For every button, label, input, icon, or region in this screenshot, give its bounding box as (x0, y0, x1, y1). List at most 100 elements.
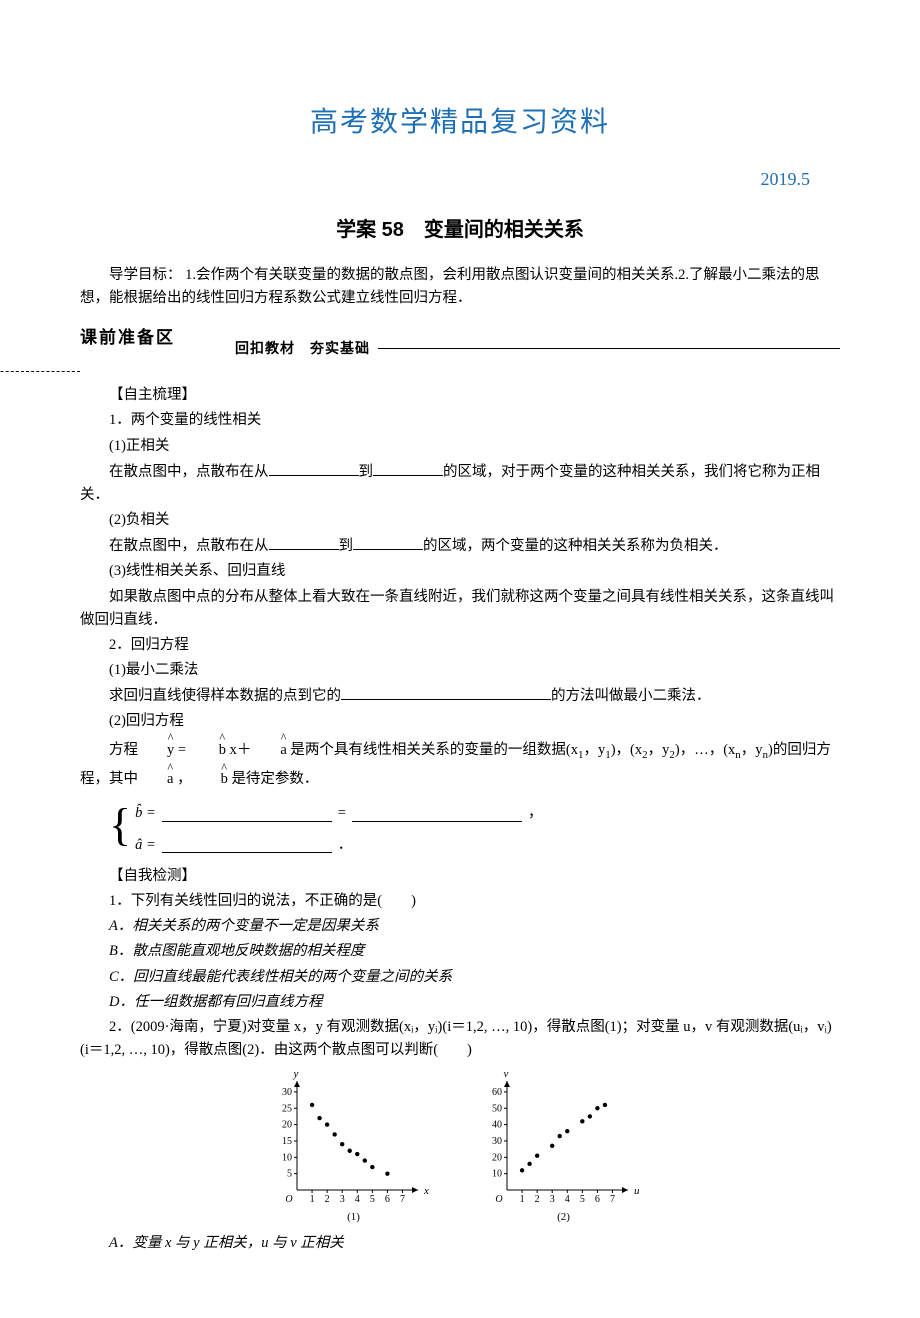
q2-2-text: 方程y = b x＋a 是两个具有线性相关关系的变量的一组数据(x1，y1)，(… (80, 736, 840, 795)
svg-text:7: 7 (610, 1194, 615, 1205)
svg-text:2: 2 (325, 1194, 330, 1205)
svg-text:7: 7 (400, 1194, 405, 1205)
eq: = (338, 802, 346, 825)
svg-text:4: 4 (565, 1194, 570, 1205)
opt-a: A．相关关系的两个变量不一定是因果关系 (109, 915, 840, 938)
brace-row-2: â = ． (135, 834, 542, 857)
opt-d: D．任一组数据都有回归直线方程 (109, 991, 840, 1014)
svg-text:x: x (423, 1185, 429, 1197)
blank (162, 837, 332, 853)
svg-text:2: 2 (535, 1194, 540, 1205)
svg-text:40: 40 (492, 1120, 502, 1131)
doc-subtitle: 学案 58 变量间的相关关系 (80, 214, 840, 246)
c1-options: A．相关关系的两个变量不一定是因果关系 B．散点图能直观地反映数据的相关程度 C… (109, 915, 840, 1014)
ahat-italic: â = (135, 834, 156, 857)
svg-text:30: 30 (282, 1087, 292, 1098)
intro-text: 导学目标： 1.会作两个有关联变量的数据的散点图，会利用散点图认识变量间的相关关… (80, 264, 840, 310)
svg-text:3: 3 (550, 1194, 555, 1205)
ahat: a (138, 765, 173, 794)
svg-text:10: 10 (282, 1153, 292, 1164)
q1: 1．两个变量的线性相关 (80, 409, 840, 432)
svg-text:5: 5 (370, 1194, 375, 1205)
t: 是待定参数． (228, 771, 319, 787)
blank (162, 806, 332, 822)
t: 是两个具有线性相关关系的变量的一组数据(x (287, 742, 578, 758)
blank (269, 460, 359, 476)
ahat: a (251, 736, 286, 765)
t: = (174, 742, 189, 758)
q1-1: (1)正相关 (80, 435, 840, 458)
brace-system: { b̂ = = ， â = ． (109, 802, 840, 856)
svg-text:(2): (2) (557, 1211, 570, 1222)
t: 在散点图中，点散布在从 (109, 464, 269, 480)
brace-row-1: b̂ = = ， (135, 802, 542, 825)
heading-zizhu: 【自主梳理】 (80, 384, 840, 407)
scatter-charts: 510152025301234567Oxy(1) 102030405060123… (80, 1072, 840, 1222)
section-underline (0, 371, 80, 372)
q1-3: (3)线性相关关系、回归直线 (80, 560, 840, 583)
t: 的方法叫做最小二乘法． (551, 688, 711, 704)
blank (341, 684, 551, 700)
t: ，y (741, 742, 763, 758)
svg-text:5: 5 (287, 1169, 292, 1180)
svg-text:6: 6 (385, 1194, 390, 1205)
q1-2-text: 在散点图中，点散布在从 到 的区域，两个变量的这种相关关系称为负相关． (80, 534, 840, 558)
period: ． (338, 834, 353, 857)
t: 到 (359, 464, 374, 480)
svg-text:25: 25 (282, 1104, 292, 1115)
blank (269, 534, 339, 550)
comma: ， (528, 802, 543, 825)
svg-text:20: 20 (492, 1153, 502, 1164)
c1: 1．下列有关线性回归的说法，不正确的是( ) (80, 890, 840, 913)
t: 的区域，两个变量的这种相关关系称为负相关． (423, 538, 728, 554)
c2: 2．(2009·海南，宁夏)对变量 x，y 有观测数据(xᵢ，yᵢ)(i＝1,2… (80, 1016, 840, 1062)
t: 到 (339, 538, 354, 554)
blank (373, 460, 443, 476)
svg-text:u: u (634, 1185, 640, 1197)
scatter-plot-1: 510152025301234567Oxy(1) (265, 1072, 445, 1222)
brace-glyph: { (109, 802, 131, 856)
opt-c: C．回归直线最能代表线性相关的两个变量之间的关系 (109, 966, 840, 989)
doc-title: 高考数学精品复习资料 (80, 100, 840, 145)
t: ，y (648, 742, 670, 758)
t: )，…，(x (675, 742, 735, 758)
q1-3-text: 如果散点图中点的分布从整体上看大致在一条直线附近，我们就称这两个变量之间具有线性… (80, 586, 840, 632)
scatter-plot-2: 1020304050601234567Ouv(2) (475, 1072, 655, 1222)
t: ，y (583, 742, 605, 758)
t: 求回归直线使得样本数据的点到它的 (109, 688, 341, 704)
q1-2: (2)负相关 (80, 509, 840, 532)
svg-text:v: v (504, 1072, 509, 1080)
t: 在散点图中，点散布在从 (109, 538, 269, 554)
svg-text:30: 30 (492, 1136, 502, 1147)
heading-ziwo: 【自我检测】 (80, 865, 840, 888)
svg-text:O: O (495, 1194, 502, 1205)
bhat-italic: b̂ = (135, 802, 156, 825)
svg-text:O: O (285, 1194, 292, 1205)
section-bar: 课前准备区 回扣教材 夯实基础 (80, 324, 840, 372)
svg-text:50: 50 (492, 1104, 502, 1115)
section-mid: 回扣教材 夯实基础 (235, 337, 370, 359)
section-rule (378, 348, 840, 349)
opt-b: B．散点图能直观地反映数据的相关程度 (109, 940, 840, 963)
q2-1: (1)最小二乘法 (80, 659, 840, 682)
svg-text:1: 1 (310, 1194, 315, 1205)
doc-date: 2019.5 (80, 165, 840, 194)
svg-text:15: 15 (282, 1136, 292, 1147)
svg-text:1: 1 (520, 1194, 525, 1205)
t: ， (173, 771, 191, 787)
q2: 2．回归方程 (80, 634, 840, 657)
blank (353, 534, 423, 550)
svg-text:(1): (1) (347, 1211, 360, 1222)
svg-text:y: y (293, 1072, 299, 1080)
svg-text:10: 10 (492, 1169, 502, 1180)
svg-text:3: 3 (340, 1194, 345, 1205)
bhat: b (192, 765, 228, 794)
q2-1-text: 求回归直线使得样本数据的点到它的 的方法叫做最小二乘法． (80, 684, 840, 708)
c2-options: A．变量 x 与 y 正相关，u 与 v 正相关 (109, 1232, 840, 1255)
opt-a: A．变量 x 与 y 正相关，u 与 v 正相关 (109, 1232, 840, 1255)
svg-text:6: 6 (595, 1194, 600, 1205)
svg-text:4: 4 (355, 1194, 360, 1205)
svg-text:5: 5 (580, 1194, 585, 1205)
q1-1-text: 在散点图中，点散布在从到的区域，对于两个变量的这种相关关系，我们将它称为正相关． (80, 460, 840, 507)
t: x＋ (226, 742, 251, 758)
